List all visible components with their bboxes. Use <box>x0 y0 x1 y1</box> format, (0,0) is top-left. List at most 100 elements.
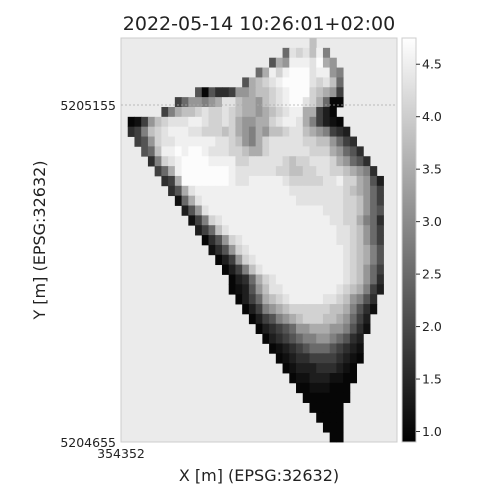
heatmap-cell <box>262 304 270 315</box>
heatmap-cell <box>309 106 317 118</box>
heatmap-cell <box>329 215 337 226</box>
heatmap-cell <box>302 116 310 128</box>
heatmap-cell <box>201 185 209 197</box>
heatmap-cell <box>235 166 243 177</box>
heatmap-cell <box>154 146 162 157</box>
heatmap-cell <box>262 77 270 88</box>
heatmap-cell <box>235 106 243 118</box>
heatmap-cell <box>242 106 250 118</box>
heatmap-cell <box>302 323 310 335</box>
heatmap-cell <box>309 284 317 295</box>
heatmap-cell <box>309 235 317 246</box>
heatmap-cell <box>147 156 156 167</box>
heatmap-cell <box>309 146 317 157</box>
heatmap-cell <box>275 156 283 167</box>
heatmap-cell <box>363 225 371 236</box>
heatmap-cell <box>282 244 290 256</box>
heatmap-cell <box>282 304 290 315</box>
heatmap-cell <box>302 166 310 177</box>
heatmap-cell <box>269 294 277 305</box>
heatmap-cell <box>208 106 216 118</box>
heatmap-cell <box>262 156 270 167</box>
heatmap-cell <box>228 146 236 157</box>
heatmap-cell <box>309 97 317 108</box>
heatmap-cell <box>161 146 169 157</box>
heatmap-cell <box>248 264 257 275</box>
heatmap-cell <box>336 373 344 384</box>
heatmap-cell <box>255 185 263 197</box>
heatmap-cell <box>282 57 290 68</box>
heatmap-cell <box>255 106 263 118</box>
heatmap-cell <box>329 77 337 88</box>
heatmap-cell <box>329 136 337 147</box>
heatmap-cell <box>336 235 344 246</box>
heatmap-cell <box>329 294 337 305</box>
heatmap-cell <box>329 97 337 108</box>
heatmap-cell <box>302 67 310 78</box>
heatmap-cell <box>255 67 263 78</box>
heatmap-cell <box>296 166 304 177</box>
heatmap-cell <box>349 146 358 157</box>
heatmap-cell <box>343 373 351 384</box>
heatmap-cell <box>322 215 331 226</box>
heatmap-cell <box>269 126 277 137</box>
heatmap-cell <box>316 185 324 197</box>
heatmap-cell <box>154 156 162 167</box>
heatmap-cell <box>188 195 196 206</box>
heatmap-cell <box>309 116 317 128</box>
heatmap-cell <box>141 136 149 147</box>
heatmap-cell <box>269 67 277 78</box>
heatmap-cell <box>329 284 337 295</box>
heatmap-cell <box>221 166 230 177</box>
heatmap-cell <box>336 254 344 266</box>
heatmap-cell <box>181 116 189 128</box>
heatmap-cell <box>336 77 344 88</box>
heatmap-cell <box>208 244 216 256</box>
heatmap-cell <box>302 106 310 118</box>
heatmap-cell <box>221 225 230 236</box>
heatmap-cell <box>289 343 297 354</box>
heatmap-cell <box>356 146 364 157</box>
heatmap-cell <box>275 304 283 315</box>
heatmap-cell <box>255 126 263 137</box>
heatmap-cell <box>296 106 304 118</box>
heatmap-cell <box>376 215 384 226</box>
heatmap-cell <box>228 106 236 118</box>
heatmap-cell <box>208 175 216 187</box>
heatmap-cell <box>296 235 304 246</box>
heatmap-cell <box>370 244 378 256</box>
heatmap-cell <box>289 254 297 266</box>
heatmap-cell <box>302 392 310 403</box>
heatmap-cell <box>248 225 257 236</box>
heatmap-cell <box>343 304 351 315</box>
heatmap-cell <box>309 254 317 266</box>
heatmap-cell <box>269 97 277 108</box>
heatmap-cell <box>296 175 304 187</box>
heatmap-cell <box>302 294 310 305</box>
heatmap-cell <box>181 205 189 216</box>
heatmap-cell <box>363 323 371 335</box>
heatmap-cell <box>309 47 317 59</box>
heatmap-cell <box>174 136 182 147</box>
heatmap-cell <box>255 175 263 187</box>
heatmap-cell <box>282 363 290 374</box>
heatmap-cell <box>147 136 156 147</box>
heatmap-cell <box>275 205 283 216</box>
heatmap-cell <box>248 136 257 147</box>
heatmap-cell <box>201 156 209 167</box>
heatmap-cell <box>322 392 331 403</box>
heatmap-cell <box>322 274 331 285</box>
heatmap-cell <box>376 195 384 206</box>
heatmap-cell <box>316 353 324 364</box>
heatmap-cell <box>316 47 324 59</box>
heatmap-cell <box>296 77 304 88</box>
heatmap-cell <box>235 284 243 295</box>
heatmap-cell <box>329 146 337 157</box>
heatmap-cell <box>174 156 182 167</box>
heatmap-cell <box>262 235 270 246</box>
colorbar-tick-label: 1.0 <box>422 424 442 439</box>
heatmap-cell <box>349 205 358 216</box>
heatmap-cell <box>289 185 297 197</box>
heatmap-cell <box>147 126 156 137</box>
heatmap-cell <box>154 166 162 177</box>
